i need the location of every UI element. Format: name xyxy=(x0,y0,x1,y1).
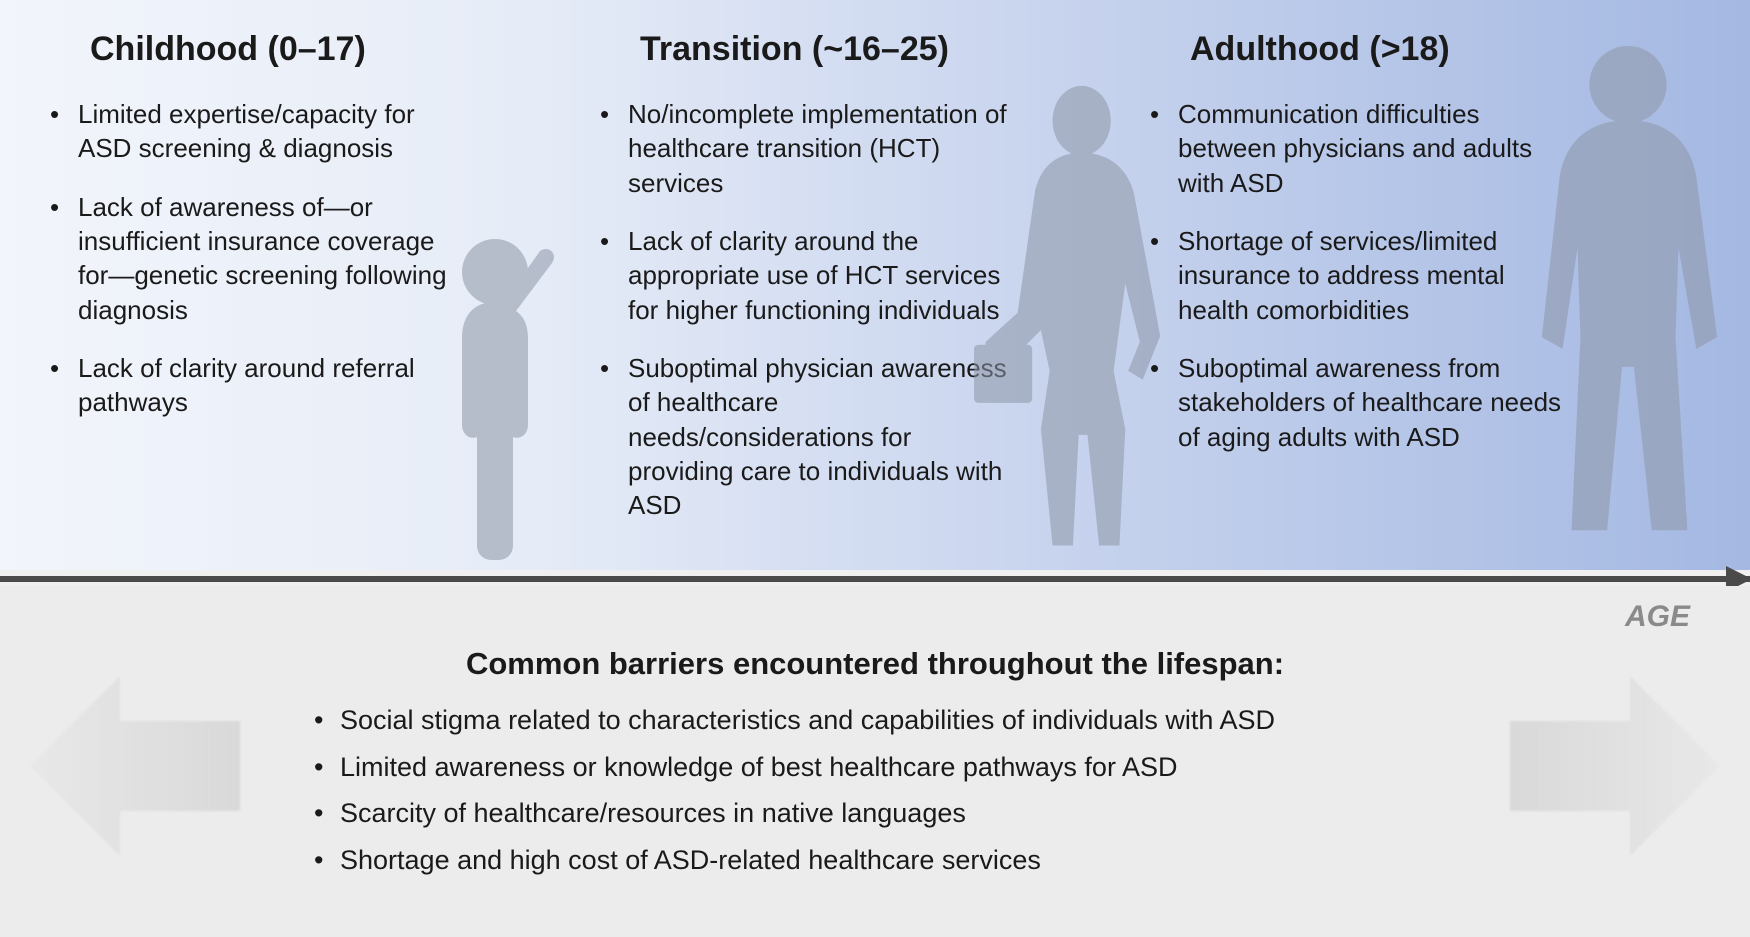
bullet: Social stigma related to characteristics… xyxy=(300,700,1450,741)
bullet: Limited expertise/capacity for ASD scree… xyxy=(50,97,470,166)
bullet: Shortage and high cost of ASD-related he… xyxy=(300,840,1450,881)
axis-arrow-icon xyxy=(0,576,1750,582)
stage-childhood: Childhood (0–17) Limited expertise/capac… xyxy=(50,30,600,560)
stage-transition: Transition (~16–25) No/incomplete implem… xyxy=(600,30,1150,560)
infographic-root: Childhood (0–17) Limited expertise/capac… xyxy=(0,0,1750,937)
arrow-right-icon xyxy=(1510,676,1720,856)
arrow-left-icon xyxy=(30,676,240,856)
common-barriers-panel: AGE Common barriers encountered througho… xyxy=(0,586,1750,937)
bullet: Lack of clarity around referral pathways xyxy=(50,351,470,420)
child-silhouette-icon xyxy=(420,230,570,560)
common-bullets: Social stigma related to characteristics… xyxy=(300,700,1450,880)
stage-title: Childhood (0–17) xyxy=(50,30,570,69)
stage-title: Transition (~16–25) xyxy=(600,30,1120,69)
stage-bullets: Limited expertise/capacity for ASD scree… xyxy=(50,97,470,420)
age-axis xyxy=(0,570,1750,586)
adult-silhouette-icon xyxy=(1490,40,1750,560)
common-title: Common barriers encountered throughout t… xyxy=(300,646,1450,682)
bullet: Limited awareness or knowledge of best h… xyxy=(300,747,1450,788)
axis-label: AGE xyxy=(1625,600,1690,634)
stages-panel: Childhood (0–17) Limited expertise/capac… xyxy=(0,0,1750,570)
stage-adulthood: Adulthood (>18) Communication difficulti… xyxy=(1150,30,1700,560)
bullet: Lack of awareness of—or insufficient ins… xyxy=(50,190,470,327)
common-barriers-block: Common barriers encountered throughout t… xyxy=(300,646,1450,880)
bullet: Scarcity of healthcare/resources in nati… xyxy=(300,793,1450,834)
